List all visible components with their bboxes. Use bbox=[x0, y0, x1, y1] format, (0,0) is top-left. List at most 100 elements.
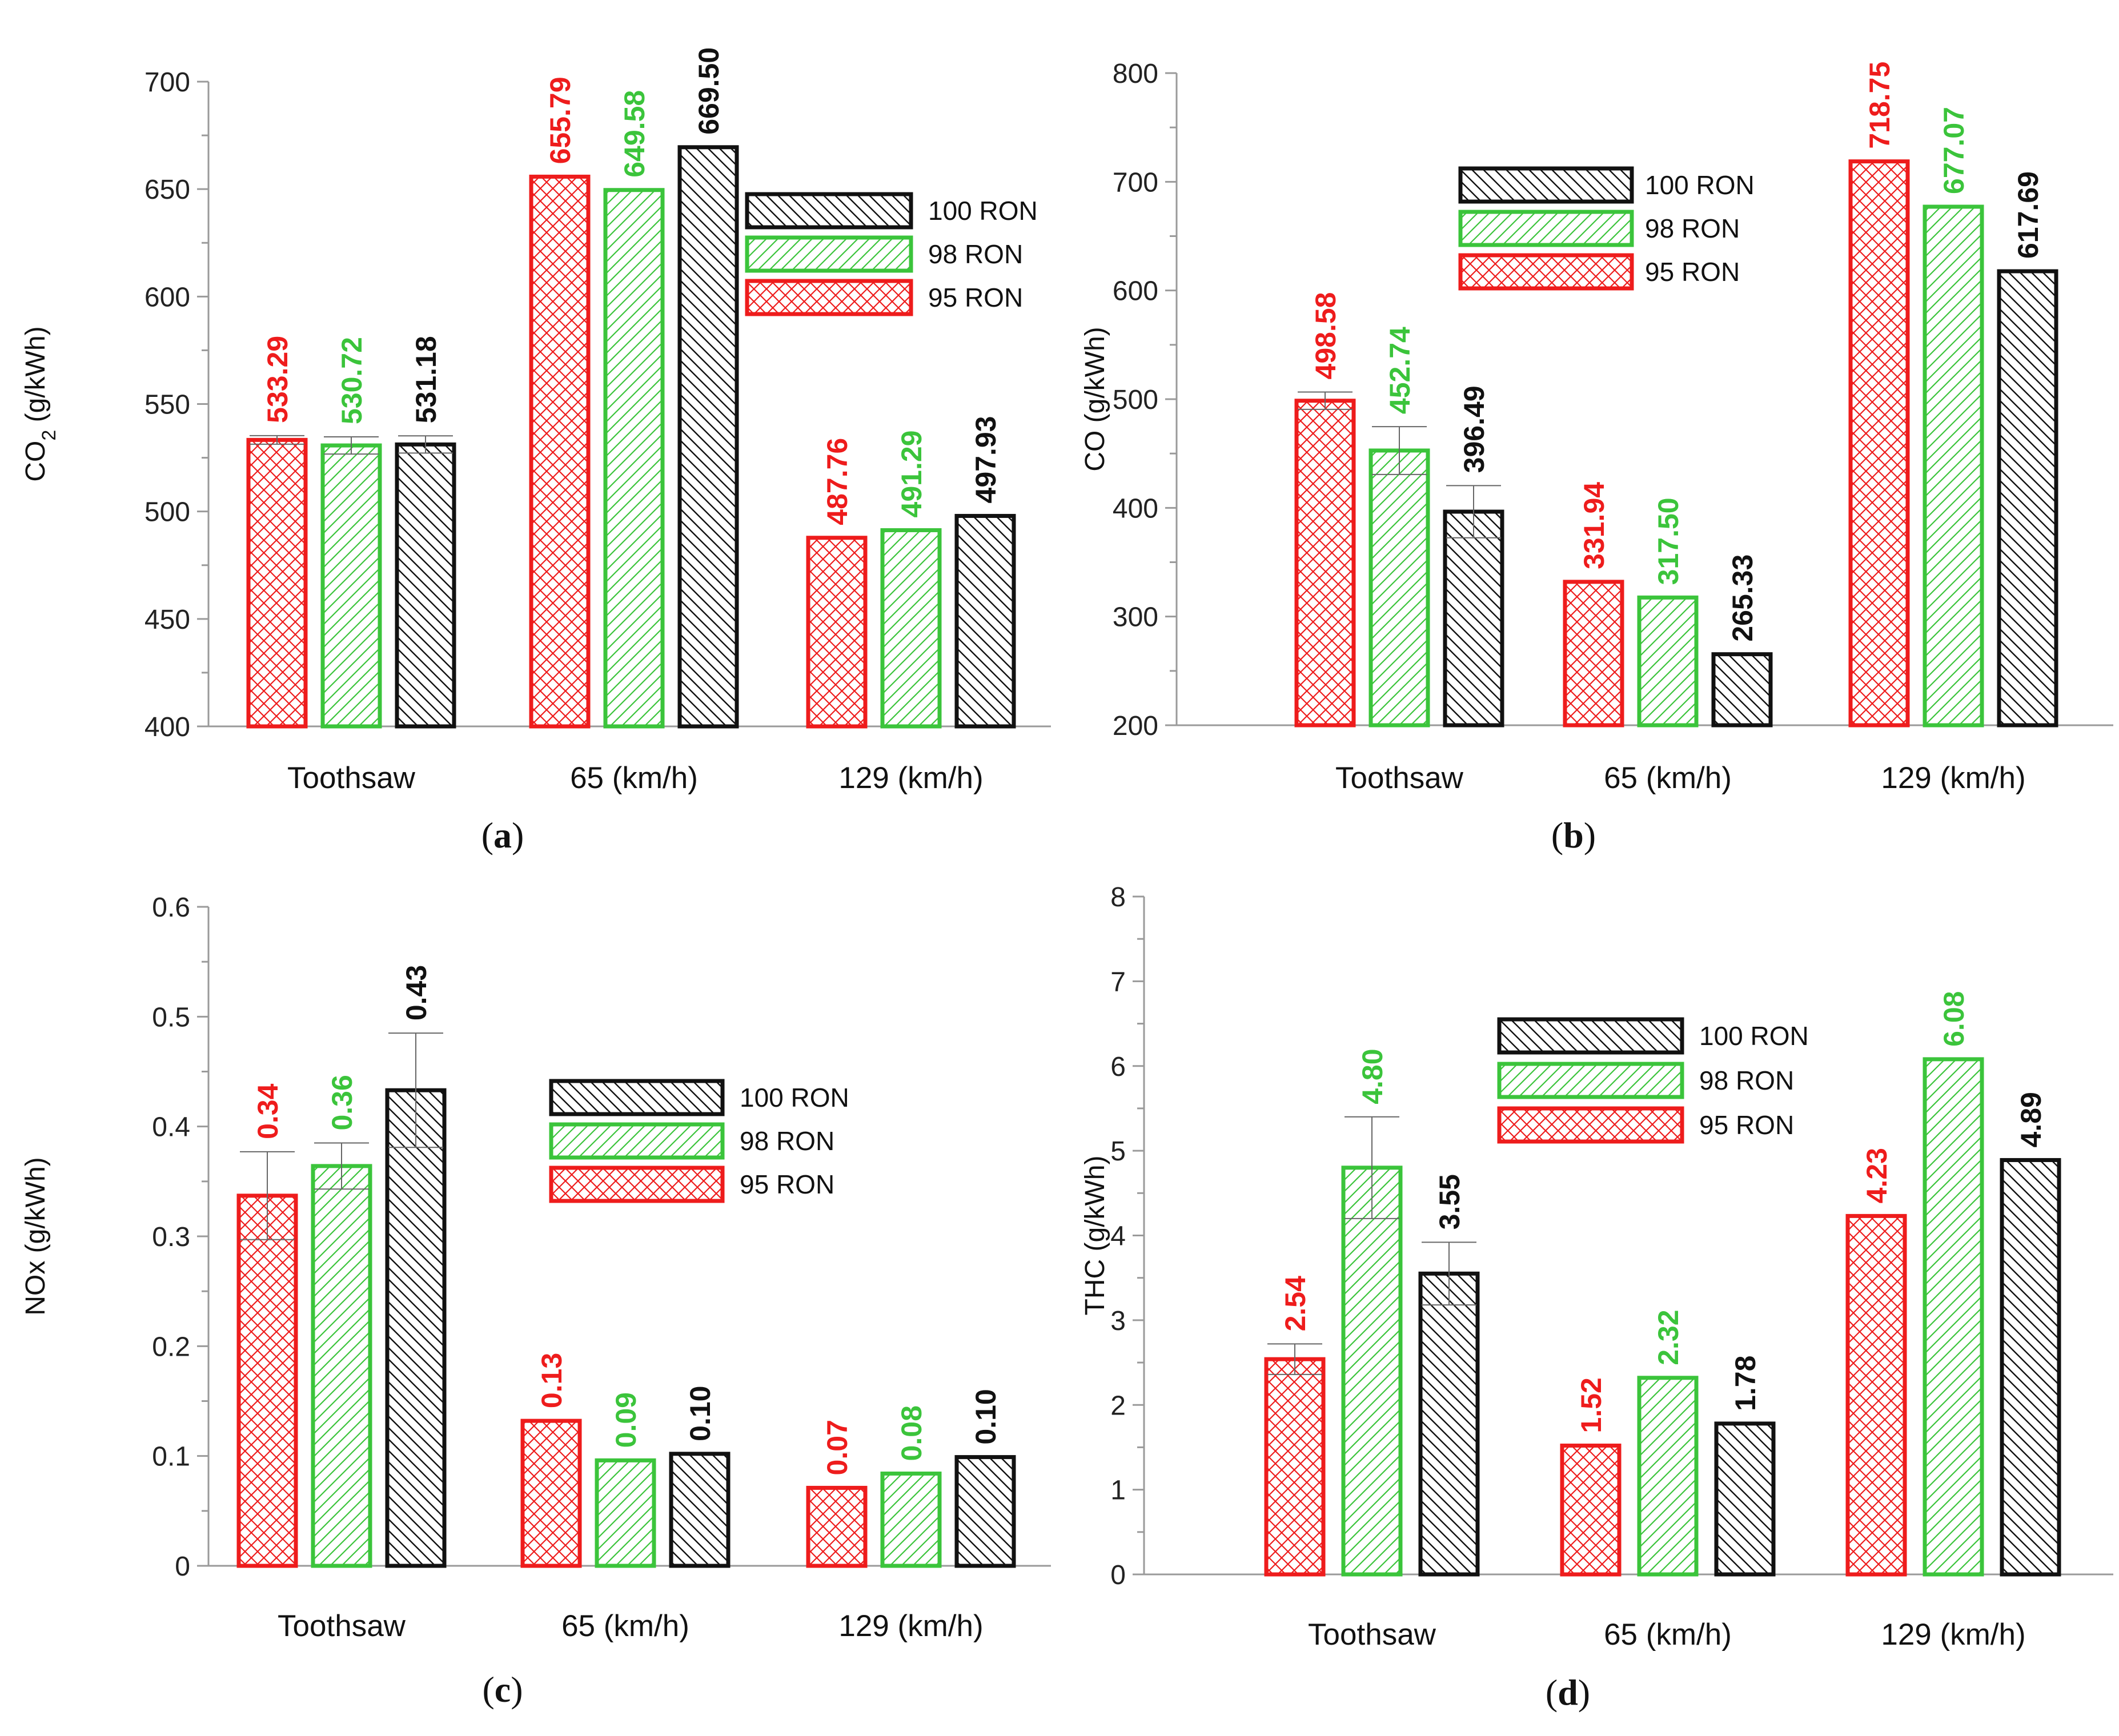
bar-s98-0 bbox=[311, 1164, 372, 1568]
y-tick-label: 2 bbox=[1110, 1391, 1126, 1421]
category-label: Toothsaw bbox=[1335, 761, 1464, 795]
legend-label-s98: 98 RON bbox=[928, 239, 1023, 269]
bar-s95-0 bbox=[236, 1194, 298, 1568]
panel-label-letter: a bbox=[493, 815, 512, 855]
y-axis-title-main: CO (g/kWh) bbox=[1080, 327, 1110, 471]
legend-label-s98: 98 RON bbox=[1699, 1066, 1794, 1095]
chart-panel-b: 200 300 400 500 600 700 800 CO (g/kWh) 498.58 452… bbox=[1080, 59, 2113, 855]
y-tick-label: 0.4 bbox=[152, 1112, 190, 1143]
value-label-s98-0: 530.72 bbox=[336, 337, 368, 424]
bar-s100-2 bbox=[954, 1455, 1016, 1568]
category-label: 65 (km/h) bbox=[570, 761, 698, 795]
y-tick-label: 650 bbox=[145, 175, 190, 205]
category-label: 129 (km/h) bbox=[838, 761, 983, 795]
legend-label-s95: 95 RON bbox=[1699, 1110, 1794, 1140]
y-tick-label: 800 bbox=[1113, 59, 1158, 89]
y-tick-label: 450 bbox=[145, 605, 190, 635]
value-label-s95-2: 718.75 bbox=[1864, 62, 1896, 149]
y-tick-label: 300 bbox=[1113, 602, 1158, 633]
legend-swatch-s95 bbox=[549, 1166, 725, 1203]
legend: 100 RON 98 RON 95 RON bbox=[745, 192, 1038, 316]
value-label-s98-2: 0.08 bbox=[896, 1405, 928, 1461]
legend-label-s100: 100 RON bbox=[928, 196, 1038, 226]
panel-label-letter: c bbox=[495, 1669, 511, 1710]
bar-s95-1 bbox=[520, 1418, 582, 1568]
value-label-s100-1: 669.50 bbox=[693, 47, 725, 135]
chart-panel-c: 0 0.1 0.2 0.3 0.4 0.5 0.6 NOx (g/kWh) 0.34 0.36 0.… bbox=[21, 893, 1051, 1710]
legend-swatch-s95 bbox=[1458, 253, 1634, 291]
value-label-s98-0: 452.74 bbox=[1384, 327, 1416, 414]
legend-swatch-s98 bbox=[745, 235, 913, 273]
category-label: 129 (km/h) bbox=[1881, 761, 2025, 795]
bar-s100-0 bbox=[1443, 509, 1504, 728]
category-label: 129 (km/h) bbox=[838, 1609, 983, 1643]
category-label: Toothsaw bbox=[1308, 1618, 1436, 1651]
bar-s95-0 bbox=[1294, 399, 1356, 728]
legend: 100 RON 98 RON 95 RON bbox=[549, 1079, 849, 1203]
bar-s100-1 bbox=[1714, 1421, 1776, 1577]
legend-label-s95: 95 RON bbox=[1645, 257, 1740, 287]
panel-label: (a) bbox=[481, 815, 524, 855]
legend-swatch-s100 bbox=[1497, 1017, 1684, 1055]
y-tick-label: 0.1 bbox=[152, 1442, 190, 1472]
y-tick-label: 1 bbox=[1110, 1476, 1126, 1506]
bar-s95-1 bbox=[529, 174, 591, 729]
bar-s100-1 bbox=[677, 145, 739, 729]
y-axis-title: THC (g/kWh) bbox=[1080, 1156, 1110, 1316]
value-label-s98-2: 677.07 bbox=[1938, 107, 1970, 194]
value-label-s98-1: 0.09 bbox=[610, 1392, 642, 1448]
bar-s100-2 bbox=[2000, 1158, 2061, 1577]
legend-label-s95: 95 RON bbox=[928, 283, 1023, 312]
y-tick-label: 600 bbox=[145, 282, 190, 312]
bar-s98-2 bbox=[1923, 204, 1984, 728]
category-label: Toothsaw bbox=[278, 1609, 406, 1643]
y-tick-label: 0.2 bbox=[152, 1332, 190, 1362]
legend-label-s98: 98 RON bbox=[1645, 214, 1740, 243]
value-label-s100-0: 396.49 bbox=[1458, 385, 1490, 473]
legend-swatch-s98 bbox=[549, 1122, 725, 1160]
bar-s98-0 bbox=[1341, 1166, 1403, 1577]
value-label-s98-1: 649.58 bbox=[619, 90, 651, 178]
legend-swatch-s100 bbox=[745, 192, 913, 230]
value-label-s95-1: 0.13 bbox=[536, 1353, 568, 1408]
panel-label-open: ( bbox=[1546, 1672, 1558, 1713]
bar-s100-0 bbox=[1418, 1271, 1480, 1577]
bar-s100-2 bbox=[954, 513, 1016, 729]
bar-s100-0 bbox=[385, 1088, 447, 1568]
y-tick-label: 3 bbox=[1110, 1306, 1126, 1336]
legend: 100 RON 98 RON 95 RON bbox=[1458, 166, 1755, 291]
category-label: Toothsaw bbox=[287, 761, 416, 795]
bar-s98-0 bbox=[320, 443, 382, 729]
panel-label-close: ) bbox=[1584, 815, 1596, 855]
y-axis-title-main: CO bbox=[21, 441, 51, 482]
value-label-s95-1: 331.94 bbox=[1578, 482, 1610, 569]
value-label-s95-0: 0.34 bbox=[252, 1083, 284, 1139]
value-label-s98-1: 2.32 bbox=[1652, 1309, 1684, 1365]
panel-label: (c) bbox=[482, 1669, 523, 1710]
value-label-s98-0: 4.80 bbox=[1357, 1048, 1388, 1104]
y-tick-label: 0.6 bbox=[152, 893, 190, 923]
y-tick-label: 600 bbox=[1113, 276, 1158, 307]
panel-label: (b) bbox=[1551, 815, 1596, 855]
bar-s98-1 bbox=[1637, 595, 1699, 728]
bar-s95-1 bbox=[1563, 580, 1624, 728]
y-axis-title-unit: (g/kWh) bbox=[21, 326, 51, 429]
legend-label-s100: 100 RON bbox=[1699, 1021, 1809, 1051]
value-label-s98-0: 0.36 bbox=[326, 1075, 358, 1130]
bar-s95-2 bbox=[1845, 1213, 1907, 1577]
bar-s98-2 bbox=[880, 1471, 942, 1568]
value-label-s100-1: 0.10 bbox=[684, 1385, 716, 1441]
category-label: 65 (km/h) bbox=[561, 1609, 689, 1643]
panel-label-close: ) bbox=[512, 815, 524, 855]
bar-s100-1 bbox=[1711, 652, 1773, 728]
y-tick-label: 7 bbox=[1110, 967, 1126, 997]
legend-swatch-s95 bbox=[745, 279, 913, 316]
value-label-s100-0: 0.43 bbox=[400, 965, 432, 1020]
value-label-s98-2: 6.08 bbox=[1938, 991, 1970, 1047]
legend-swatch-s98 bbox=[1497, 1062, 1684, 1099]
bar-s95-2 bbox=[806, 1485, 868, 1568]
y-tick-label: 4 bbox=[1110, 1221, 1126, 1252]
panel-label-open: ( bbox=[482, 1669, 494, 1710]
value-label-s95-1: 1.52 bbox=[1575, 1377, 1607, 1433]
